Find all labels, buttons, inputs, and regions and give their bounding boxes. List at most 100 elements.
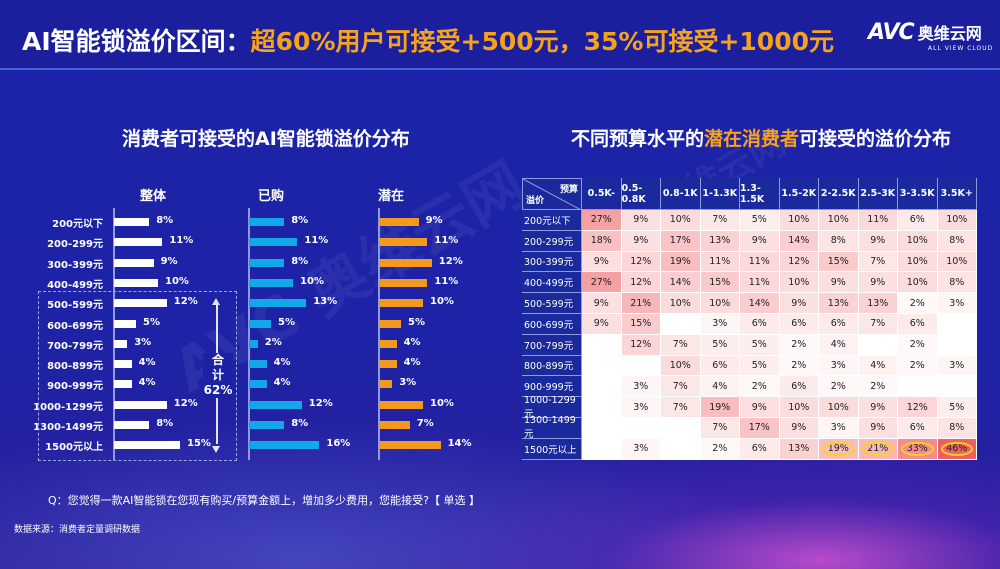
sum-label-2: 计 bbox=[211, 368, 224, 382]
bar-已购 bbox=[249, 319, 271, 328]
series-header: 潜在 bbox=[378, 189, 405, 204]
heat-cell: 9% bbox=[858, 397, 898, 418]
heat-cell: 10% bbox=[819, 397, 859, 418]
heat-cell: 6% bbox=[898, 210, 938, 231]
heat-cell: 3% bbox=[621, 397, 661, 418]
heat-cell: 6% bbox=[779, 376, 819, 398]
heat-cell: 13% bbox=[779, 438, 819, 460]
category-label: 600-699元 bbox=[47, 320, 103, 332]
series-header: 已购 bbox=[258, 189, 285, 204]
value-label: 8% bbox=[291, 255, 309, 267]
column-header: 0.8-1K bbox=[661, 178, 701, 210]
heat-cell bbox=[621, 418, 661, 439]
value-label: 8% bbox=[291, 418, 309, 429]
heat-cell bbox=[661, 438, 701, 460]
heat-cell: 8% bbox=[819, 230, 859, 252]
heat-cell: 9% bbox=[858, 418, 898, 439]
bar-整体 bbox=[114, 278, 158, 287]
heat-cell: 21% bbox=[621, 293, 661, 314]
bar-整体 bbox=[114, 380, 132, 389]
column-header: 1.5-2K bbox=[779, 178, 819, 210]
heat-cell: 17% bbox=[661, 230, 701, 252]
sum-range-box bbox=[38, 291, 237, 461]
value-label: 15% bbox=[187, 438, 211, 450]
value-label: 9% bbox=[160, 255, 178, 267]
heat-cell: 33% bbox=[898, 438, 938, 460]
heat-cell: 10% bbox=[898, 251, 938, 273]
category-label: 400-499元 bbox=[47, 279, 103, 291]
heat-cell bbox=[582, 397, 622, 418]
heat-cell: 5% bbox=[740, 334, 780, 356]
highlight-circle bbox=[822, 441, 855, 456]
heat-cell: 2% bbox=[700, 438, 740, 460]
heat-cell: 3% bbox=[621, 376, 661, 398]
bar-潜在 bbox=[379, 278, 428, 287]
bar-已购 bbox=[249, 299, 307, 308]
heat-cell: 7% bbox=[700, 210, 740, 231]
data-source: 数据来源：消费者定量调研数据 bbox=[14, 525, 141, 535]
heat-cell: 7% bbox=[858, 314, 898, 335]
value-label: 4% bbox=[138, 377, 156, 389]
bar-已购 bbox=[249, 400, 302, 409]
bar-潜在 bbox=[379, 360, 397, 369]
row-header: 700-799元 bbox=[522, 334, 582, 356]
bar-潜在 bbox=[379, 421, 410, 429]
heat-cell: 2% bbox=[819, 376, 859, 398]
heat-cell: 15% bbox=[621, 314, 661, 335]
value-label: 12% bbox=[308, 397, 333, 409]
row-header: 200-299元 bbox=[522, 230, 582, 252]
heat-cell: 3% bbox=[621, 438, 661, 460]
category-label: 1000-1299元 bbox=[33, 401, 103, 413]
heat-cell: 15% bbox=[700, 272, 740, 294]
highlight-circle bbox=[940, 441, 973, 456]
row-header: 200元以下 bbox=[522, 210, 582, 231]
bar-整体 bbox=[114, 319, 136, 328]
row-header: 500-599元 bbox=[522, 293, 582, 314]
row-header: 1500元以上 bbox=[522, 438, 582, 460]
value-label: 8% bbox=[156, 215, 174, 226]
bar-整体 bbox=[114, 299, 167, 308]
heat-cell: 4% bbox=[858, 355, 898, 377]
value-label: 7% bbox=[416, 418, 434, 429]
bar-整体 bbox=[114, 441, 180, 450]
heat-cell: 9% bbox=[819, 272, 859, 294]
heat-cell: 10% bbox=[779, 210, 819, 231]
heat-cell: 11% bbox=[740, 272, 780, 294]
heat-cell bbox=[661, 418, 701, 439]
value-label: 12% bbox=[173, 397, 198, 409]
heat-cell: 11% bbox=[858, 210, 898, 231]
value-label: 4% bbox=[138, 357, 156, 369]
column-header: 3-3.5K bbox=[898, 178, 938, 210]
heat-cell: 7% bbox=[661, 376, 701, 398]
row-header: 300-399元 bbox=[522, 251, 582, 273]
heat-cell: 4% bbox=[819, 334, 859, 356]
bar-整体 bbox=[114, 238, 163, 247]
heat-cell: 9% bbox=[582, 314, 622, 335]
heat-cell: 2% bbox=[898, 334, 938, 356]
heat-cell: 6% bbox=[898, 418, 938, 439]
sum-label: 合计 62% bbox=[203, 353, 233, 398]
column-header: 0.5-0.8K bbox=[621, 178, 661, 210]
heat-cell: 3% bbox=[937, 355, 977, 377]
value-label: 2% bbox=[264, 336, 282, 348]
heat-cell bbox=[937, 314, 977, 335]
heat-cell: 3% bbox=[819, 418, 859, 439]
logo-en: ALL VIEW CLOUD bbox=[928, 45, 994, 52]
heat-cell: 10% bbox=[819, 210, 859, 231]
title-bar: AI智能锁溢价区间：超60%用户可接受+500元，35%可接受+1000元 AV… bbox=[0, 0, 1000, 70]
value-label: 10% bbox=[165, 275, 189, 287]
column-header: 2-2.5K bbox=[819, 178, 859, 210]
heat-cell: 5% bbox=[740, 210, 780, 231]
heat-cell bbox=[937, 376, 977, 398]
heat-cell: 12% bbox=[621, 334, 661, 356]
heat-cell: 10% bbox=[661, 355, 701, 377]
category-label: 800-899元 bbox=[47, 361, 103, 373]
bar-潜在 bbox=[379, 441, 441, 450]
heat-cell: 10% bbox=[779, 272, 819, 294]
heat-cell: 10% bbox=[779, 397, 819, 418]
heat-cell: 2% bbox=[898, 293, 938, 314]
column-header: 1.3-1.5K bbox=[740, 178, 780, 210]
column-header: 0.5K- bbox=[582, 178, 622, 210]
sum-value: 62% bbox=[203, 383, 233, 397]
left-chart-title: 消费者可接受的AI智能锁溢价分布 bbox=[122, 128, 410, 150]
